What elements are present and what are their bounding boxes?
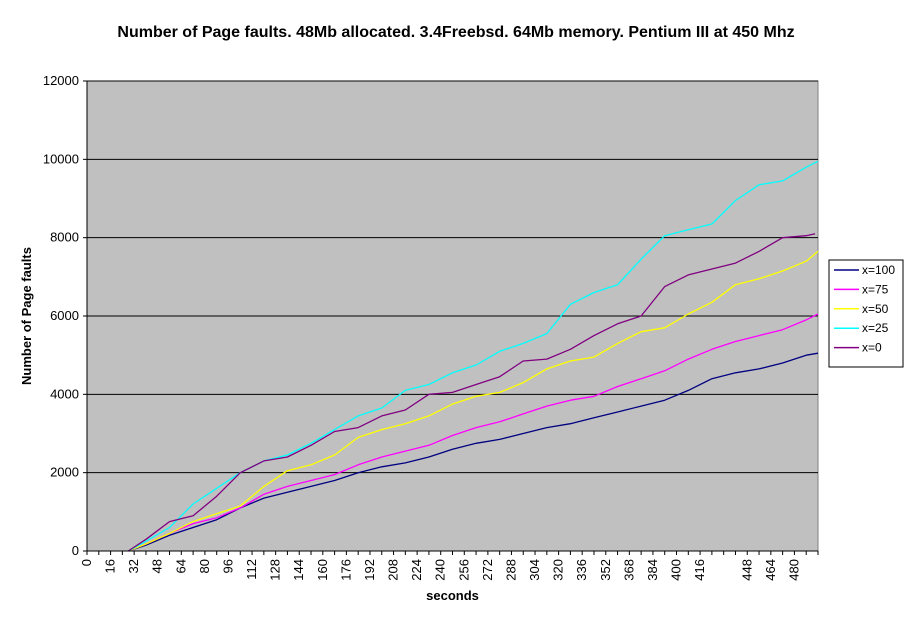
x-tick-label: 384 (645, 559, 660, 581)
y-tick-label: 2000 (50, 465, 79, 480)
x-tick-label: 192 (362, 559, 377, 581)
legend: x=100 x=75 x=50 x=25 x=0 (828, 259, 904, 368)
legend-label: x=75 (862, 282, 889, 296)
x-axis-title: seconds (426, 588, 479, 603)
series-line-x50 (128, 250, 819, 552)
y-tick-label: 10000 (43, 151, 79, 166)
y-tick-label: 6000 (50, 308, 79, 323)
x-tick-label: 48 (150, 559, 165, 573)
x-tick-label: 256 (456, 559, 471, 581)
legend-label: x=100 (862, 263, 895, 277)
y-tick-label: 0 (72, 543, 79, 558)
series-lines (127, 160, 819, 552)
y-axis-title: Number of Page faults (19, 247, 34, 385)
x-axis-ticks: 0 16 32 48 64 80 96 112 128 144 160 176 192 208 224 240… (79, 551, 819, 581)
x-tick-label: 176 (338, 559, 353, 581)
x-tick-label: 272 (480, 559, 495, 581)
x-tick-label: 464 (763, 559, 778, 581)
x-tick-label: 80 (197, 559, 212, 573)
x-tick-label: 368 (621, 559, 636, 581)
x-tick-label: 480 (786, 559, 801, 581)
x-tick-label: 304 (527, 559, 542, 581)
x-tick-label: 400 (669, 559, 684, 581)
legend-label: x=0 (862, 341, 882, 355)
x-tick-label: 16 (103, 559, 118, 573)
x-tick-label: 240 (433, 559, 448, 581)
x-tick-label: 96 (220, 559, 235, 573)
x-tick-label: 160 (315, 559, 330, 581)
x-tick-label: 32 (126, 559, 141, 573)
x-tick-label: 144 (291, 559, 306, 581)
x-tick-label: 64 (173, 559, 188, 573)
x-tick-label: 208 (386, 559, 401, 581)
x-tick-label: 336 (574, 559, 589, 581)
x-tick-label: 416 (692, 559, 707, 581)
series-line-x75 (128, 313, 819, 552)
x-tick-label: 320 (551, 559, 566, 581)
y-tick-label: 12000 (43, 73, 79, 88)
x-tick-label: 288 (503, 559, 518, 581)
x-tick-label: 0 (79, 559, 94, 566)
y-axis-ticks: 0 2000 4000 6000 8000 10000 12000 (43, 73, 87, 558)
chart-title: Number of Page faults. 48Mb allocated. 3… (117, 24, 794, 41)
y-tick-label: 4000 (50, 386, 79, 401)
x-tick-label: 112 (244, 559, 259, 580)
y-tick-label: 8000 (50, 230, 79, 245)
gridlines (87, 80, 818, 474)
legend-label: x=50 (862, 302, 889, 316)
x-tick-label: 352 (598, 559, 613, 581)
x-tick-label: 128 (268, 559, 283, 581)
legend-label: x=25 (862, 321, 889, 335)
x-tick-label: 224 (409, 559, 424, 581)
x-tick-label: 448 (739, 559, 754, 581)
legend-box (828, 259, 904, 368)
series-line-x0 (127, 233, 816, 552)
